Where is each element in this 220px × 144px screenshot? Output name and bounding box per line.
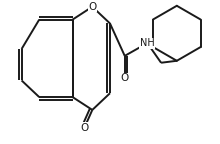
- Text: O: O: [80, 123, 89, 133]
- Text: O: O: [121, 73, 129, 84]
- Text: O: O: [88, 2, 96, 12]
- Text: NH: NH: [140, 38, 155, 48]
